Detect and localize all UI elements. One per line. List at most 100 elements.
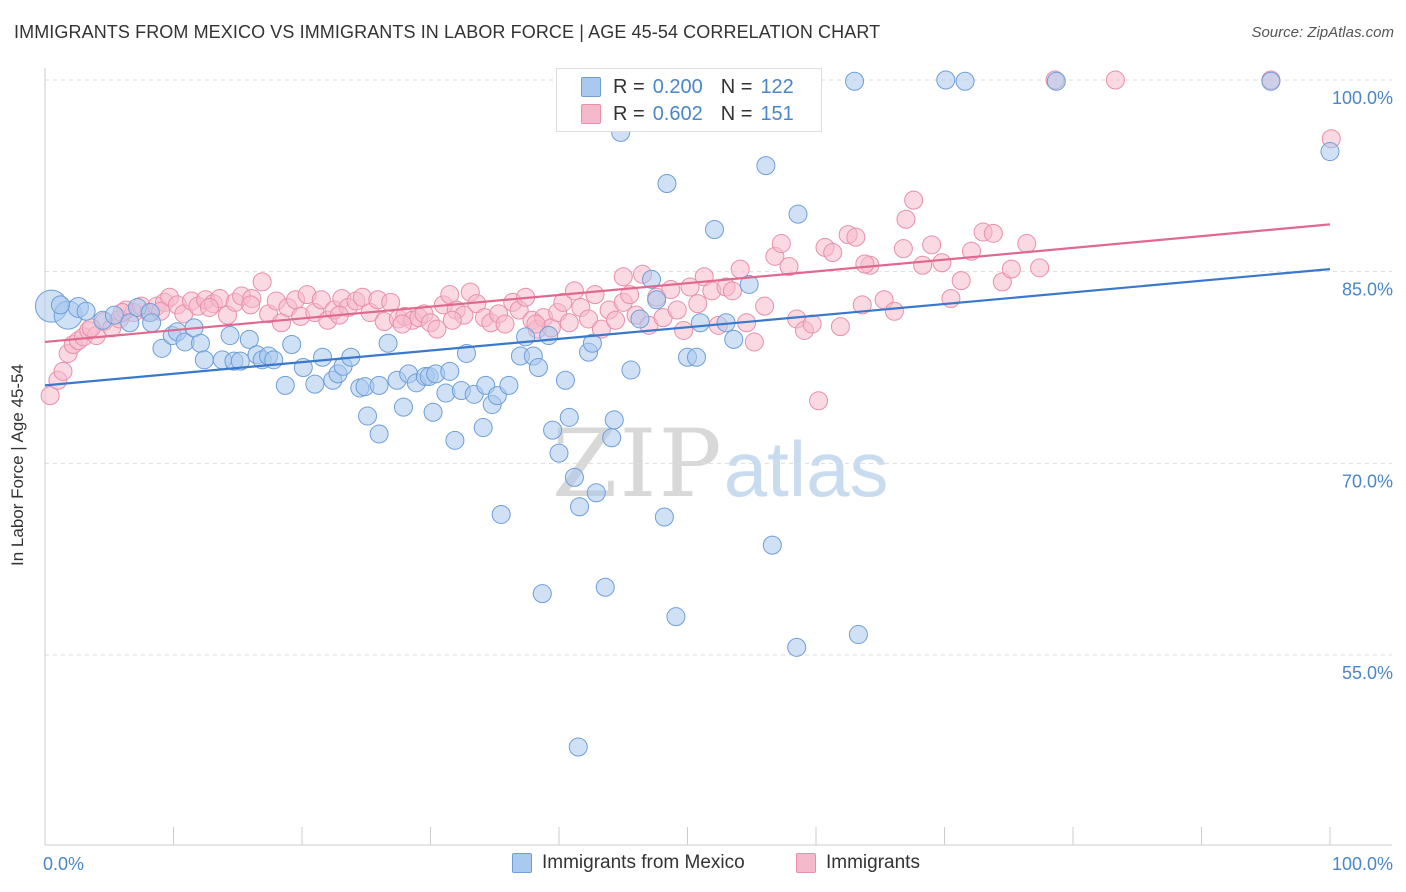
y-tick-label: 70.0% [1342,471,1393,491]
immigrants-point [53,361,73,381]
mexico-point [555,370,575,390]
legend-row-immigrants: R = 0.602 N = 151 [581,102,794,126]
immigrants-point [1001,259,1021,279]
legend-r-value: 0.602 [652,102,703,125]
axes [44,68,1392,846]
y-tick-label: 100.0% [1332,88,1393,108]
immigrants-point [1030,258,1050,278]
immigrants-point [904,190,924,210]
immigrants-point [884,301,904,321]
legend-swatch-pink [796,853,816,873]
x-tick-label: 100.0% [1332,854,1393,874]
legend-n-value: 151 [760,102,794,125]
mexico-point [50,295,70,315]
mexico-point [739,274,759,294]
mexico-point [666,607,686,627]
immigrants-point [922,235,942,255]
immigrants-point [40,386,60,406]
correlation-legend: R = 0.200 N = 122 R = 0.602 N = 151 [556,68,822,132]
mexico-point [491,504,511,524]
mexico-point [104,305,124,325]
mexico-point [570,497,590,517]
immigrants-point [579,309,599,329]
legend-row-mexico: R = 0.200 N = 122 [581,75,794,99]
legend-item-immigrants[interactable]: Immigrants [796,852,920,874]
immigrants-point [846,227,866,247]
legend-n-label: N = [720,75,753,98]
immigrants-point [392,314,412,334]
legend-swatch-pink [581,104,601,124]
mexico-point [378,333,398,353]
mexico-point [282,335,302,354]
immigrants-point [932,253,952,273]
y-tick-label: 85.0% [1342,280,1393,300]
tick-labels: 100.0% 85.0% 70.0% 55.0% 0.0% 100.0% [43,88,1393,874]
mexico-point [532,584,552,604]
mexico-point [528,358,548,377]
immigrants-point [559,313,579,333]
immigrants-point [241,295,261,315]
immigrants-point [585,285,605,305]
trend-lines [44,223,1331,387]
legend-item-label: Immigrants [826,852,920,873]
mexico-point [220,326,240,346]
immigrants-point [951,271,971,291]
immigrants-point [896,209,916,229]
immigrants-point [442,310,462,330]
immigrants-from-mexico-points [34,70,1340,757]
legend-item-mexico[interactable]: Immigrants from Mexico [512,852,745,874]
mexico-point [582,333,602,353]
mexico-point [586,483,606,503]
legend-n-value: 122 [760,75,794,98]
immigrants-point [1105,70,1125,90]
mexico-point [543,420,563,440]
immigrants-point [744,332,764,352]
y-axis-label: In Labor Force | Age 45-54 [8,364,27,566]
mexico-point [440,361,460,381]
mexico-point [724,329,744,349]
mexico-point [194,350,214,370]
mexico-point [76,301,96,321]
legend-swatch-blue [581,77,601,97]
x-tick-label: 0.0% [43,854,84,874]
mexico-point [602,428,622,448]
mexico-point [549,443,569,463]
mexico-point [630,309,650,329]
mexico-point [394,397,414,417]
mexico-point [657,174,677,193]
mexico-point [787,637,807,657]
mexico-point [305,374,325,394]
immigrants-point [564,281,584,301]
immigrants-point [613,267,633,287]
mexico-point [190,333,210,353]
immigrants-point [427,319,447,339]
mexico-point [1320,142,1340,162]
mexico-point [788,204,808,224]
immigrants-point [199,297,219,317]
mexico-point [423,402,443,422]
mexico-point [152,338,172,358]
immigrants-point [802,314,822,334]
mexico-point [473,418,493,438]
legend-item-label: Immigrants from Mexico [542,852,745,873]
legend-r-value: 0.200 [652,75,703,98]
mexico-trend-line [44,268,1331,387]
mexico-point [313,347,333,367]
immigrants-point [495,314,515,334]
immigrants-point [606,310,626,330]
legend-n-label: N = [720,102,753,125]
mexico-point [239,329,259,349]
y-tick-label: 55.0% [1342,663,1393,683]
immigrants-point [688,294,708,314]
immigrants-point [526,314,546,334]
mexico-point [230,351,250,371]
mexico-point [275,375,295,395]
immigrants-point [381,292,401,312]
mexico-point [1046,71,1066,91]
mexico-point [120,313,140,333]
mexico-point [936,70,956,90]
series-legend: Immigrants from Mexico Immigrants [0,852,1406,878]
chart-title: IMMIGRANTS FROM MEXICO VS IMMIGRANTS IN … [14,22,881,42]
legend-swatch-blue [512,853,532,873]
